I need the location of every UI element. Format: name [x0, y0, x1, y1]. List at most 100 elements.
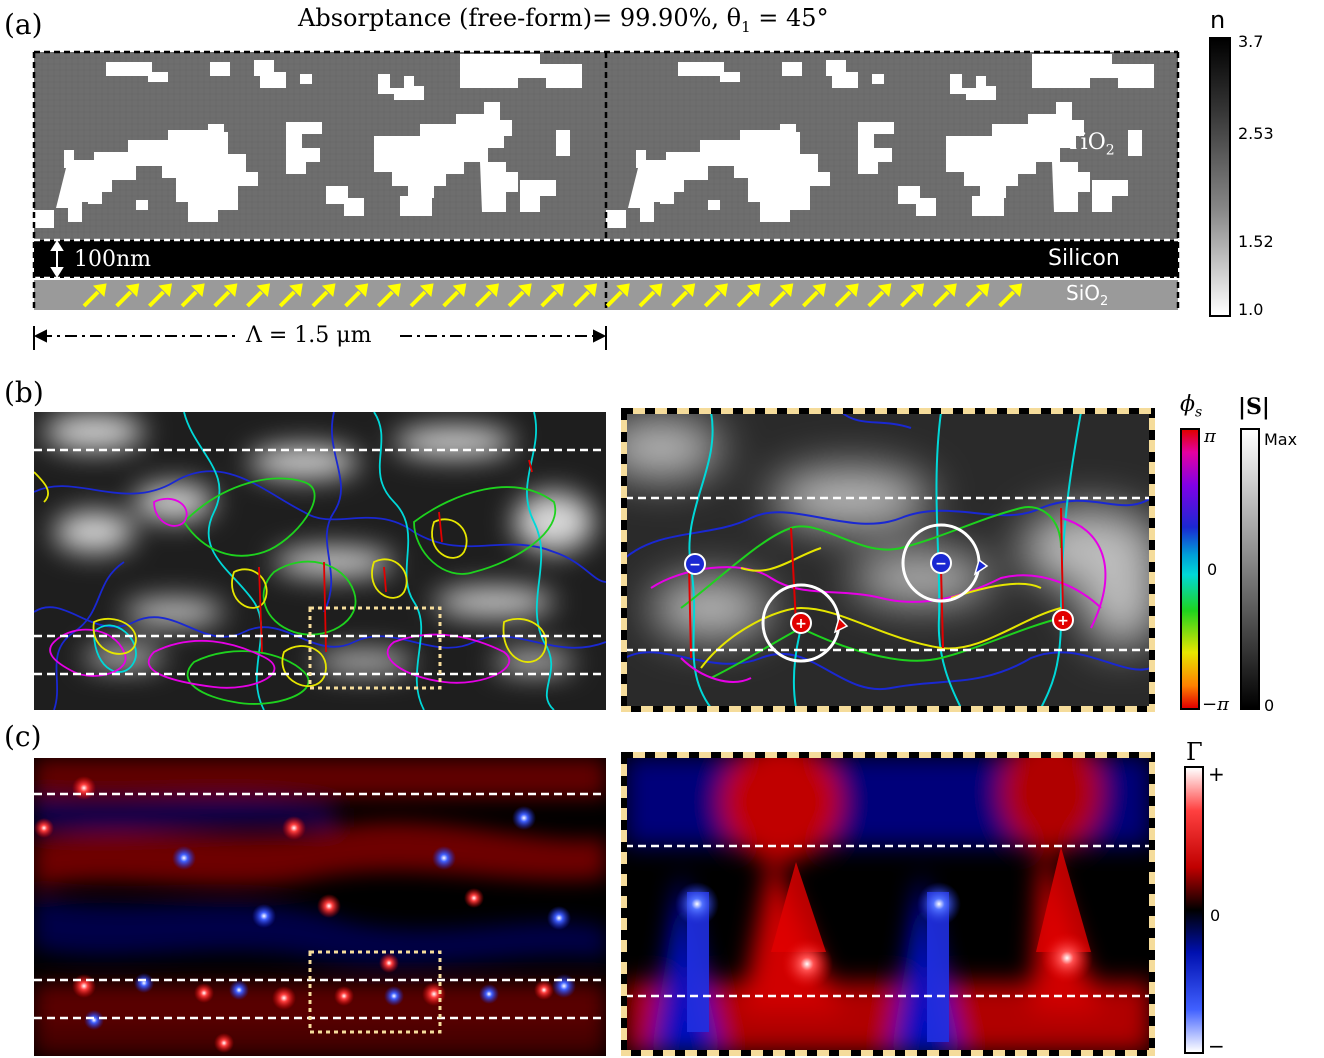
panel-a-title: Absorptance (free-form)= 99.90%, θ1 = 45…: [298, 4, 829, 36]
incident-arrow: [246, 290, 263, 308]
incident-arrow-head: [975, 283, 990, 298]
incident-arrow: [965, 290, 983, 308]
incident-arrow-head: [877, 283, 892, 298]
incident-arrow: [932, 290, 950, 308]
incident-arrow: [736, 290, 754, 308]
period-dimension: [33, 326, 607, 350]
phase-colorbar: [1180, 428, 1200, 710]
gamma-tick-minus: −: [1208, 1034, 1225, 1058]
incident-arrow-head: [681, 283, 696, 298]
svg-text:−: −: [935, 556, 947, 572]
incident-arrow-head: [387, 283, 401, 298]
gamma-colorbar: [1184, 766, 1204, 1054]
silicon-label: Silicon: [1048, 246, 1120, 271]
incident-arrow: [311, 290, 329, 308]
title-text: Absorptance (free-form)= 99.90%, θ: [298, 4, 742, 32]
panel-a-label: (a): [4, 8, 43, 41]
incident-arrow-head: [485, 283, 500, 298]
title-tail: = 45°: [750, 4, 829, 32]
gamma-tick-zero: 0: [1210, 906, 1221, 925]
incident-arrow-head: [289, 283, 303, 298]
period-label: Λ = 1.5 μm: [246, 323, 372, 348]
gamma-colorbar-title: Γ: [1186, 738, 1203, 766]
vortex-markers: − − + +: [684, 552, 1074, 634]
incident-arrow-head: [714, 283, 728, 298]
thickness-arrow: [50, 240, 64, 278]
incident-arrow: [998, 290, 1016, 308]
incident-arrow: [605, 290, 623, 308]
incident-arrow-head: [256, 283, 271, 298]
incident-arrow: [638, 290, 656, 308]
incident-arrow: [474, 290, 492, 308]
phase-tick-pi: π: [1204, 426, 1216, 447]
s-colorbar-title: |S|: [1238, 394, 1270, 420]
incident-arrow-head: [92, 283, 107, 298]
incident-arrow: [147, 290, 165, 308]
incident-arrow: [82, 290, 100, 308]
poynting-map-full: [34, 412, 606, 710]
n-colorbar-title: n: [1210, 6, 1226, 34]
incident-arrow: [834, 290, 852, 308]
incident-arrow-head: [583, 283, 598, 298]
n-tick-top: 3.7: [1238, 32, 1264, 51]
s-tick-max: Max: [1264, 430, 1298, 449]
incident-arrow: [540, 290, 558, 308]
incident-arrow-head: [943, 283, 957, 298]
n-tick-3: 1.52: [1238, 232, 1274, 251]
incident-arrow: [409, 290, 427, 308]
incident-arrow: [507, 290, 525, 308]
incident-arrow: [573, 290, 590, 308]
incident-arrow-head: [191, 283, 205, 298]
incident-arrow-head: [812, 283, 827, 298]
incident-arrow: [213, 290, 231, 308]
incident-arrow-head: [845, 283, 859, 298]
incident-arrow: [671, 290, 689, 308]
n-tick-2: 2.53: [1238, 124, 1274, 143]
poynting-map-zoom: − − + +: [621, 408, 1155, 712]
zoom-box-b: [308, 606, 442, 690]
title-subscript: 1: [741, 17, 751, 36]
svg-text:+: +: [1057, 613, 1069, 629]
incident-arrow-head: [648, 283, 663, 298]
s-tick-zero: 0: [1264, 696, 1275, 715]
tio2-holes: [34, 54, 1154, 228]
incident-arrow: [703, 290, 721, 308]
chirality-map-full: [34, 758, 606, 1056]
incident-arrow: [801, 290, 819, 308]
incident-arrow: [115, 290, 133, 308]
phase-tick-zero: 0: [1207, 560, 1218, 579]
panel-b-label: (b): [4, 376, 44, 409]
incident-arrow-head: [910, 283, 925, 298]
incident-arrow: [278, 290, 296, 308]
incident-arrow-head: [223, 283, 238, 298]
incident-arrow-head: [518, 283, 532, 298]
incident-arrow-head: [321, 283, 336, 298]
incident-arrow-head: [452, 283, 467, 298]
n-tick-bottom: 1.0: [1238, 300, 1264, 319]
incident-arrow-head: [616, 283, 630, 298]
incident-arrow-head: [158, 283, 173, 298]
sio2-label: SiO2: [1066, 281, 1109, 309]
zoom-box-c: [308, 950, 442, 1034]
incident-arrow: [344, 290, 362, 308]
s-colorbar: [1240, 428, 1260, 710]
thickness-label: 100nm: [74, 247, 152, 272]
incident-arrow: [180, 290, 198, 308]
incident-arrow-head: [125, 283, 140, 298]
svg-text:−: −: [689, 557, 701, 573]
chirality-map-zoom: [621, 752, 1155, 1056]
incident-arrow-head: [354, 283, 369, 298]
incident-arrow: [376, 290, 394, 308]
phase-colorbar-title: ϕs: [1180, 392, 1203, 421]
svg-text:+: +: [795, 616, 807, 632]
phase-tick-minus-pi: −π: [1202, 694, 1229, 715]
incident-arrow-head: [779, 283, 794, 298]
gamma-tick-plus: +: [1208, 762, 1225, 786]
structure-diagram: [32, 50, 1180, 350]
tio2-label: TiO2: [1066, 130, 1115, 159]
incident-arrow-head: [550, 283, 565, 298]
incident-arrow: [900, 290, 917, 308]
incident-arrow: [442, 290, 460, 308]
incident-arrows: [82, 283, 1023, 308]
panel-c-label: (c): [4, 720, 42, 753]
